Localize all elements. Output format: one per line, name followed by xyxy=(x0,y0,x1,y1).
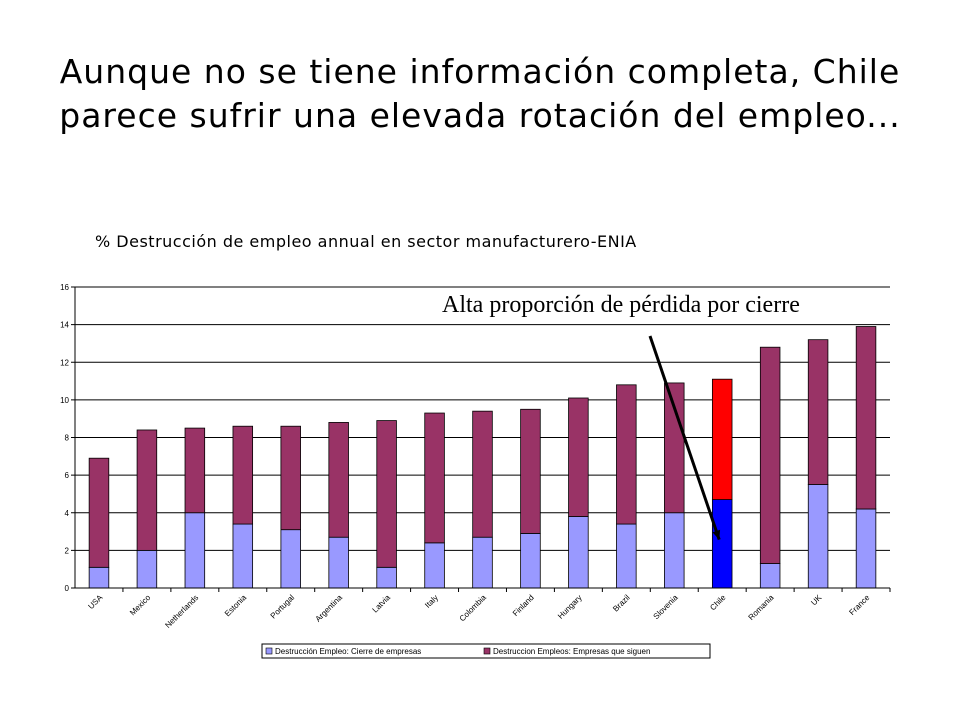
annotation-arrow-group xyxy=(648,335,721,541)
y-tick-label: 4 xyxy=(65,509,70,518)
x-tick-label-hungary: Hungary xyxy=(556,593,584,621)
bar-siguen-finland xyxy=(520,408,541,534)
bar-siguen-hungary xyxy=(568,397,589,517)
x-tick-label-brazil: Brazil xyxy=(611,593,632,614)
x-tick-label-argentina: Argentina xyxy=(314,593,345,624)
legend-swatch-1 xyxy=(265,647,273,655)
bar-cierre-argentina xyxy=(328,536,349,589)
bar-cierre-estonia xyxy=(232,523,254,589)
bar-siguen-mexico xyxy=(136,429,158,551)
bar-siguen-estonia xyxy=(232,425,254,525)
x-tick-label-finland: Finland xyxy=(511,593,536,618)
x-tick-labels: USA Mexico Netherlands Estonia Portugal Argen… xyxy=(86,593,871,630)
bar-siguen-slovenia xyxy=(664,382,685,514)
y-tick-label: 10 xyxy=(60,396,69,405)
x-tick-label-italy: Italy xyxy=(423,593,440,610)
bar-siguen-uk xyxy=(807,339,829,485)
bar-cierre-hungary xyxy=(568,516,589,589)
bar-siguen-brazil xyxy=(616,384,637,525)
annotation-arrowhead xyxy=(712,529,721,540)
x-tick-label-france: France xyxy=(847,593,871,617)
x-tick-label-estonia: Estonia xyxy=(223,593,249,619)
bar-cierre-netherlands xyxy=(184,512,206,589)
axes: 0 2 4 6 8 10 12 14 16 xyxy=(60,283,891,593)
legend-label-2: Destruccion Empleos: Empresas que siguen xyxy=(493,647,650,656)
y-tick-label: 6 xyxy=(65,471,70,480)
bar-siguen-portugal xyxy=(280,425,301,531)
y-tick-label: 0 xyxy=(65,584,70,593)
x-tick-label-netherlands: Netherlands xyxy=(163,593,200,630)
y-tick-label: 16 xyxy=(60,283,69,292)
chart-subtitle: % Destrucción de empleo annual en sector… xyxy=(95,232,637,251)
bar-cierre-slovenia xyxy=(664,512,685,589)
bar-cierre-brazil xyxy=(616,523,637,589)
x-tick-label-latvia: Latvia xyxy=(371,593,393,615)
y-tick-label: 8 xyxy=(65,434,70,443)
x-tick-label-portugal: Portugal xyxy=(269,593,297,621)
bars xyxy=(88,326,877,589)
bar-cierre-usa xyxy=(88,566,110,589)
bar-cierre-italy xyxy=(424,542,445,589)
x-tick-label-uk: UK xyxy=(809,593,824,608)
slide-title: Aunque no se tiene información completa,… xyxy=(59,52,901,135)
legend: Destrucción Empleo: Cierre de empresas De… xyxy=(261,643,711,659)
bar-cierre-mexico xyxy=(136,549,158,589)
bar-cierre-portugal xyxy=(280,529,301,589)
bar-cierre-colombia xyxy=(472,536,493,589)
annotation-arrow xyxy=(648,335,721,541)
stacked-bar-chart: 0 2 4 6 8 10 12 14 16 USA Mexico Netherlands Estoni… xyxy=(60,283,891,659)
bar-cierre-romania xyxy=(759,563,781,589)
bar-siguen-colombia xyxy=(472,410,493,538)
x-tick-label-colombia: Colombia xyxy=(458,593,489,624)
bar-siguen-netherlands xyxy=(184,427,206,514)
y-tick-label: 12 xyxy=(60,358,69,367)
x-tick-label-usa: USA xyxy=(86,593,104,611)
bar-siguen-usa xyxy=(88,457,110,568)
x-tick-label-chile: Chile xyxy=(708,593,728,613)
bar-cierre-france xyxy=(855,508,877,589)
bar-siguen-france xyxy=(855,326,877,510)
x-tick-label-mexico: Mexico xyxy=(128,593,153,618)
x-tick-label-slovenia: Slovenia xyxy=(652,593,680,621)
x-tick-label-romania: Romania xyxy=(747,593,776,622)
legend-swatch-2 xyxy=(483,647,491,655)
bar-cierre-chile xyxy=(711,499,733,589)
bar-siguen-romania xyxy=(759,346,781,564)
bar-siguen-chile xyxy=(711,378,733,500)
bar-siguen-latvia xyxy=(376,420,397,568)
annotation-callout: Alta proporción de pérdida por cierre xyxy=(442,292,800,318)
bar-cierre-uk xyxy=(807,484,829,589)
bar-siguen-italy xyxy=(424,412,445,544)
y-tick-label: 14 xyxy=(60,321,69,330)
bar-cierre-latvia xyxy=(376,566,397,589)
bar-siguen-argentina xyxy=(328,422,349,538)
y-tick-label: 2 xyxy=(65,546,70,555)
legend-label-1: Destrucción Empleo: Cierre de empresas xyxy=(275,647,421,656)
bar-cierre-finland xyxy=(520,533,541,589)
